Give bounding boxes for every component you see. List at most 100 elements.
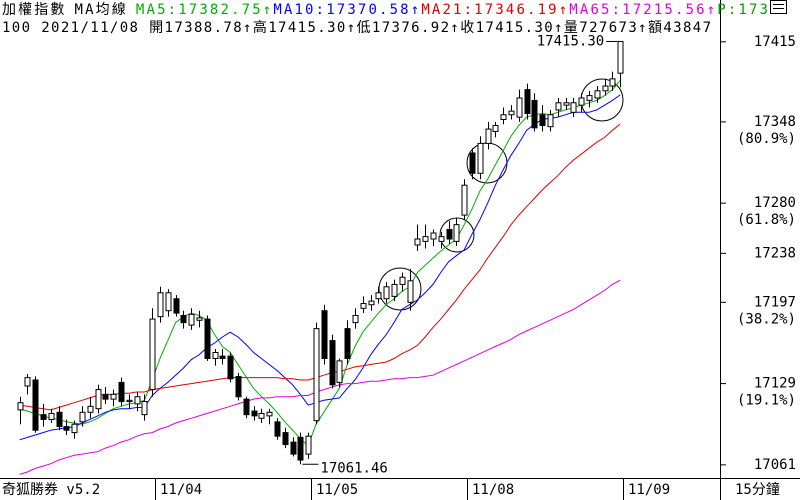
candle-body <box>524 89 531 115</box>
candle-body <box>321 310 328 360</box>
candle-body <box>258 412 265 419</box>
candle-body <box>40 414 47 420</box>
fib-label: (38.2%) <box>737 311 796 327</box>
candle-body <box>102 393 109 400</box>
x-tick-label: 11/04 <box>160 482 202 498</box>
candle-body <box>126 399 133 403</box>
candle-body <box>469 152 476 174</box>
y-tick-label: 17197 <box>754 294 796 310</box>
candle-body <box>173 298 180 314</box>
candle-body <box>461 184 468 216</box>
ma-line <box>19 94 621 441</box>
candle-body <box>243 398 250 416</box>
window-icon <box>770 0 787 14</box>
ma-line <box>19 80 621 447</box>
footer-right: 15分鐘 <box>735 481 780 498</box>
candle-body <box>212 352 219 359</box>
candle-body <box>95 389 102 410</box>
y-tick-label: 17238 <box>754 245 796 261</box>
candle-body <box>297 436 304 461</box>
fib-label: (80.9%) <box>737 131 796 147</box>
candle-body <box>531 99 538 129</box>
candle-body <box>180 314 187 324</box>
candle-body <box>17 402 24 411</box>
candle-body <box>578 97 585 106</box>
candle-body <box>63 426 70 431</box>
header-line: 加權指數 MA均線 MA5:17382.75↑ MA10:17370.58↑ MA21:… <box>2 2 768 18</box>
x-tick-label: 11/09 <box>628 482 670 498</box>
candle-body <box>391 283 398 297</box>
candle-body <box>219 355 226 359</box>
candle-body <box>570 102 577 113</box>
candle-body <box>563 102 570 106</box>
candle-body <box>539 114 546 126</box>
candle-body <box>48 412 55 420</box>
low-value-label: 17061.46 <box>320 460 387 476</box>
candle-body <box>383 286 390 300</box>
header-info: 100 2021/11/08 開17388.78↑高17415.30↑低1737… <box>2 19 711 36</box>
candle-body <box>352 314 359 324</box>
candle-body <box>141 401 148 416</box>
candle-body <box>266 411 273 417</box>
y-tick-label: 17415 <box>754 34 796 50</box>
high-value-label: 17415.30 <box>537 33 604 49</box>
x-tick-label: 11/08 <box>472 482 514 498</box>
candle-body <box>594 90 601 99</box>
footer-left: 奇狐勝券 v5.2 <box>2 481 100 498</box>
candle-body <box>446 228 453 240</box>
candle-body <box>32 379 39 431</box>
candle-body <box>360 303 367 309</box>
candle-body <box>438 236 445 242</box>
candle-body <box>516 97 523 118</box>
candle-body <box>134 396 141 405</box>
candle-body <box>555 102 562 111</box>
y-tick-label: 17061 <box>754 457 796 473</box>
candle-body <box>24 377 31 387</box>
candle-body <box>407 280 414 303</box>
candle-body <box>617 40 624 74</box>
candle-body <box>110 393 117 400</box>
ma-legend: MA5:17382.75↑ <box>136 2 271 18</box>
candle-body <box>344 328 351 359</box>
candle-body <box>547 114 554 128</box>
candle-body <box>71 423 78 434</box>
ma-line <box>19 279 621 475</box>
candle-body <box>188 313 195 326</box>
candle-body <box>227 355 234 380</box>
candle-body <box>282 432 289 446</box>
candle-body <box>165 292 172 312</box>
candle-body <box>118 381 125 403</box>
candle-body <box>414 238 421 246</box>
y-tick-label: 17348 <box>754 114 796 130</box>
y-tick-label: 17280 <box>754 195 796 211</box>
candle-body <box>251 410 258 417</box>
candle-body <box>87 405 94 413</box>
candle-body <box>79 411 86 423</box>
candle-body <box>609 78 616 87</box>
candle-body <box>399 276 406 285</box>
candle-body <box>375 292 382 300</box>
candle-body <box>602 85 609 92</box>
icon-box <box>770 0 787 14</box>
candle-body <box>453 224 460 242</box>
candle-body <box>56 411 63 428</box>
candle-body <box>586 95 593 101</box>
candle-body <box>492 124 499 132</box>
candle-body <box>157 292 164 318</box>
candle-body <box>422 236 429 242</box>
fib-label: (19.1%) <box>737 393 796 409</box>
x-tick-label: 11/05 <box>316 482 358 498</box>
candle-body <box>313 328 320 422</box>
candle-body <box>274 421 281 437</box>
candle-body <box>196 317 203 321</box>
fib-label: (61.8%) <box>737 212 796 228</box>
candle-body <box>149 318 156 391</box>
candle-body <box>368 300 375 306</box>
candle-body <box>336 360 343 383</box>
candle-body <box>305 435 312 455</box>
y-tick-label: 17129 <box>754 376 796 392</box>
candle-body <box>430 232 437 240</box>
header-subtitle: MA均線 <box>75 2 126 18</box>
